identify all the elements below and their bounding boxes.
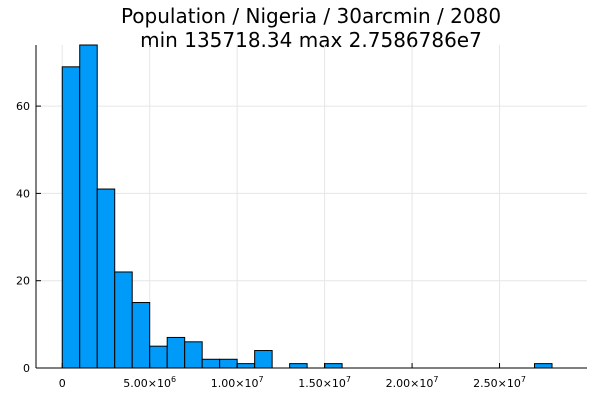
y-tick-label: 60 [16, 100, 30, 113]
histogram-bar [79, 44, 98, 369]
histogram-bar [289, 363, 308, 369]
histogram-bar [254, 350, 273, 369]
x-tick-label: 5.00×106 [123, 375, 176, 390]
chart-subtitle: min 135718.34 max 2.7586786e7 [140, 28, 482, 52]
histogram-bar [114, 271, 133, 369]
bar-layer [61, 44, 553, 369]
axis-layer: 0 5.00×106 1.00×107 1.50×107 2.00×107 2.50×10… [16, 45, 587, 390]
y-tick-label: 0 [23, 362, 30, 375]
histogram-bar [96, 188, 116, 369]
histogram-bar [184, 341, 203, 369]
y-tick-label: 40 [16, 187, 30, 200]
x-tick-label: 1.50×107 [298, 375, 351, 390]
x-tick-label: 2.50×107 [473, 375, 526, 390]
x-tick-label: 0 [59, 377, 66, 390]
histogram-bar [201, 358, 221, 369]
chart-title: Population / Nigeria / 30arcmin / 2080 [121, 4, 501, 28]
histogram-bar [131, 302, 151, 369]
histogram-bar [219, 358, 238, 369]
x-tick-label: 2.00×107 [386, 375, 439, 390]
histogram-bar [236, 363, 256, 369]
y-tick-label: 20 [16, 275, 30, 288]
histogram-bar [534, 363, 553, 369]
histogram-bar [324, 363, 343, 369]
x-tick-label: 1.00×107 [211, 375, 264, 390]
histogram-bar [61, 66, 81, 369]
histogram-bar [166, 336, 186, 369]
histogram-bar [149, 345, 168, 369]
